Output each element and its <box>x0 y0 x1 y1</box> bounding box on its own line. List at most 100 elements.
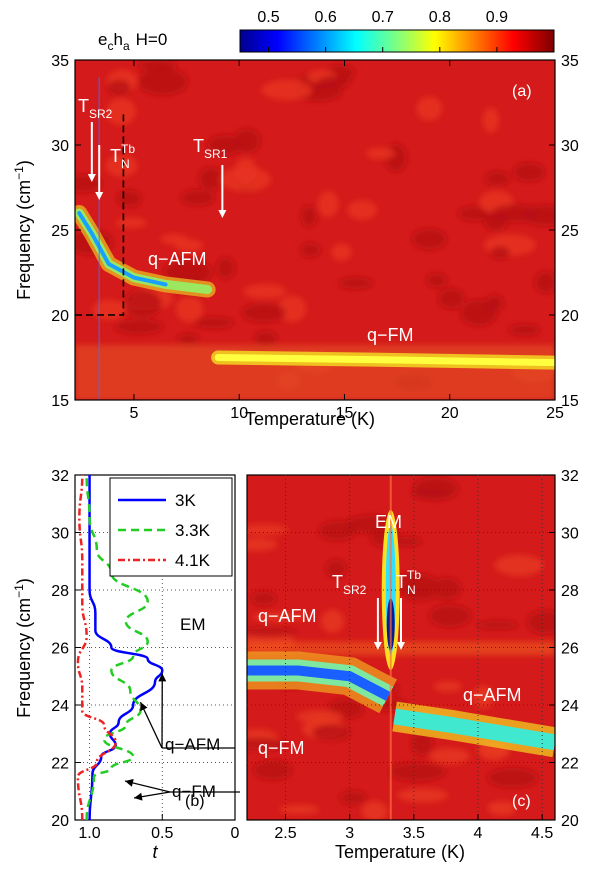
panel-c-ytick-label: 28 <box>561 583 579 600</box>
texture-blob <box>513 163 545 182</box>
texture-blob <box>318 191 338 217</box>
texture-blob <box>339 277 373 289</box>
texture-blob <box>487 768 537 788</box>
texture-blob <box>426 273 447 287</box>
panel-b-ylabel: Frequency (cm−1) <box>12 578 34 718</box>
texture-blob <box>491 205 538 223</box>
texture-blob <box>181 190 215 206</box>
texture-blob <box>509 324 540 336</box>
texture-blob <box>301 206 317 227</box>
texture-blob <box>255 331 277 347</box>
colorbar-tick-label: 0.5 <box>257 9 279 26</box>
panel-a-ytick-label-right: 35 <box>561 53 579 70</box>
panel-b-ytick-label: 20 <box>51 813 69 830</box>
texture-blob <box>331 244 351 261</box>
panel-b-xtick-label: 0.5 <box>151 825 173 842</box>
texture-blob <box>108 80 131 95</box>
texture-blob <box>483 108 499 133</box>
em-label: EM <box>180 615 206 634</box>
texture-blob <box>177 334 199 345</box>
panel-b-xtick-label: 1.0 <box>78 825 100 842</box>
texture-blob <box>416 97 442 121</box>
panel-c-xtick-label: 2.5 <box>274 825 296 842</box>
q-afm-label-c1: q−AFM <box>258 606 317 626</box>
panel-b-ytick-label: 30 <box>51 526 69 543</box>
texture-blob <box>300 243 320 257</box>
texture-blob <box>199 167 223 190</box>
texture-blob <box>116 218 147 228</box>
texture-blob <box>438 288 464 309</box>
colorbar-tick-label: 0.7 <box>372 9 394 26</box>
texture-blob <box>220 167 271 192</box>
texture-blob <box>491 246 510 259</box>
panel-a-ytick-label: 20 <box>51 308 69 325</box>
texture-blob <box>321 610 344 633</box>
panel-c-ytick-label: 30 <box>561 526 579 543</box>
texture-blob <box>412 229 447 250</box>
texture-blob <box>429 748 470 764</box>
panel-c-xtick-label: 4 <box>474 825 483 842</box>
texture-blob <box>279 805 319 814</box>
texture-blob <box>495 555 544 576</box>
texture-blob <box>340 791 367 805</box>
texture-blob <box>535 271 557 293</box>
texture-blob <box>413 477 458 500</box>
panel-a-xtick-label: 5 <box>129 405 138 422</box>
texture-blob <box>176 296 203 322</box>
texture-blob <box>251 592 276 606</box>
panel-a-ylabel: Frequency (cm−1) <box>12 160 34 300</box>
panel-a-ytick-label: 25 <box>51 223 69 240</box>
texture-blob <box>362 801 388 821</box>
texture-blob <box>160 234 187 244</box>
texture-blob <box>477 621 519 630</box>
texture-blob <box>366 148 395 159</box>
texture-blob <box>389 763 445 781</box>
texture-blob <box>138 68 188 95</box>
colorbar-tick-label: 0.6 <box>315 9 337 26</box>
panel-b-ytick-label: 22 <box>51 756 69 773</box>
texture-blob <box>117 190 141 207</box>
panel-b-ytick-label: 32 <box>51 468 69 485</box>
texture-blob <box>433 578 461 600</box>
panel-c-xtick-label: 4.5 <box>531 825 553 842</box>
q-afm-label: q−AFM <box>148 249 207 269</box>
texture-blob <box>194 317 234 328</box>
panel-c-xtick-label: 3 <box>345 825 354 842</box>
panel-c-ytick-label: 22 <box>561 756 579 773</box>
panel-b-legend: 3K3.3K4.1K <box>110 478 232 576</box>
panel-c-ytick-label: 32 <box>561 468 579 485</box>
texture-blob <box>242 303 286 322</box>
panel-c-ytick-label: 26 <box>561 641 579 658</box>
panel-a-ytick-label-right: 30 <box>561 138 579 155</box>
panel-a-ytick-label: 15 <box>51 393 69 410</box>
panel-a-ytick-label-right: 25 <box>561 223 579 240</box>
texture-blob <box>296 710 343 723</box>
panel-c-ytick-label: 20 <box>561 813 579 830</box>
texture-blob <box>485 171 510 185</box>
texture-blob <box>527 610 563 633</box>
panel-a-xlabel: Temperature (K) <box>245 409 375 429</box>
panel-a-ytick-label: 30 <box>51 138 69 155</box>
texture-blob <box>347 200 377 220</box>
q-fm-label: q−FM <box>367 325 414 345</box>
q-afm-label-b: q−AFM <box>165 735 220 754</box>
panel-c-label: (c) <box>512 793 531 810</box>
panel-a-ytick-label-right: 15 <box>561 393 579 410</box>
panel-a-xtick-label: 20 <box>441 405 459 422</box>
texture-blob <box>138 60 176 72</box>
texture-blob <box>460 300 497 326</box>
panel-b-ytick-label: 28 <box>51 583 69 600</box>
colorbar-tick-label: 0.8 <box>429 9 451 26</box>
texture-blob <box>429 605 471 627</box>
q-fm-label-c: q−FM <box>258 738 305 758</box>
colorbar-tick-label: 0.9 <box>486 9 508 26</box>
legend-entry: 3.3K <box>175 521 211 540</box>
texture-blob <box>312 724 350 740</box>
texture-blob <box>124 290 161 317</box>
panel-a-ytick-label-right: 20 <box>561 308 579 325</box>
